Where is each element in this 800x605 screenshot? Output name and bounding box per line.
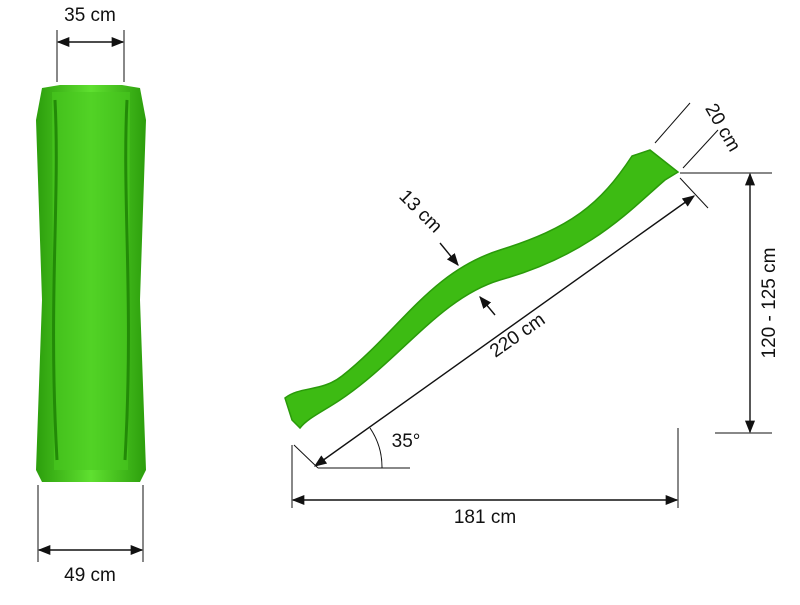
dimension-label: 220 cm: [486, 309, 549, 362]
dimension-label: 49 cm: [64, 565, 116, 586]
extension-line: [682, 129, 719, 169]
dimension-label: 13 cm: [395, 186, 446, 237]
dimension-label: 181 cm: [454, 507, 516, 528]
dimension-line: [313, 195, 696, 467]
dimension-label: 35 cm: [64, 5, 116, 26]
dimension-label: 120 - 125 cm: [759, 248, 780, 359]
angle-label: 35°: [392, 431, 421, 452]
extension-line: [293, 444, 319, 469]
dimension-label: 20 cm: [700, 100, 744, 155]
dimension-line: [479, 296, 496, 316]
extension-line: [654, 102, 691, 144]
dimension-line: [439, 242, 459, 266]
front-slide: [36, 85, 146, 482]
angle-arc: [369, 427, 383, 469]
side-slide: [284, 149, 680, 430]
extension-line: [679, 177, 709, 209]
